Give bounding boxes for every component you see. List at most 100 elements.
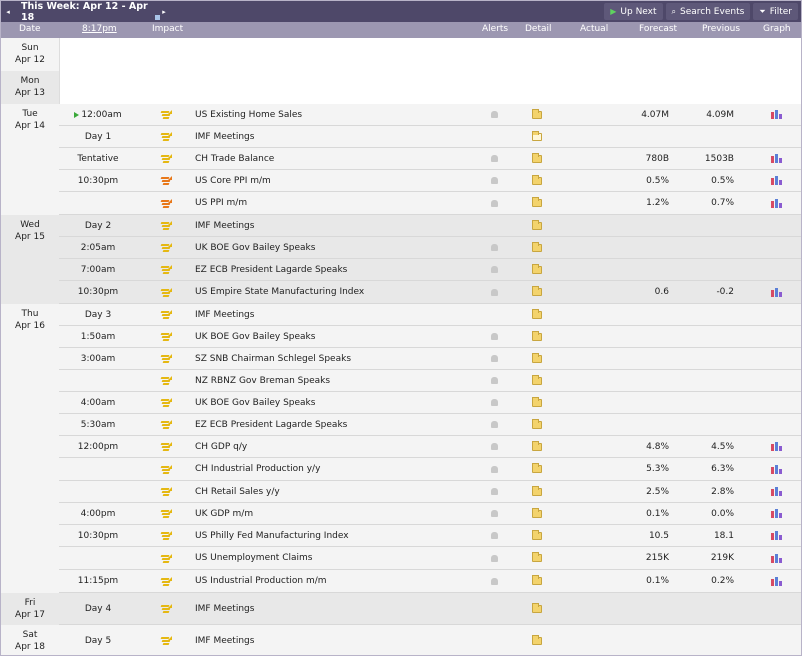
bell-icon[interactable] [490, 488, 498, 495]
folder-icon[interactable] [532, 152, 542, 163]
event-row[interactable]: US PPI m/m 1.2% 0.7% [59, 192, 801, 215]
bell-icon[interactable] [490, 510, 498, 517]
bell-icon[interactable] [490, 244, 498, 251]
bell-icon[interactable] [490, 554, 498, 562]
event-row[interactable]: 2:05am UK BOE Gov Bailey Speaks [59, 237, 801, 259]
bar-chart-icon[interactable] [770, 531, 782, 540]
bell-icon[interactable] [490, 155, 498, 162]
event-row[interactable]: 7:00am EZ ECB President Lagarde Speaks [59, 259, 801, 281]
event-name[interactable]: CH Trade Balance [195, 153, 275, 164]
event-name[interactable]: US Industrial Production m/m [195, 576, 327, 586]
event-row[interactable]: 12:00pm CH GDP q/y 4.8% 4.5% [59, 436, 801, 458]
folder-icon[interactable] [532, 330, 542, 341]
folder-icon[interactable] [532, 440, 542, 451]
event-name[interactable]: UK GDP m/m [195, 508, 254, 519]
event-name[interactable]: NZ RBNZ Gov Breman Speaks [195, 375, 331, 386]
event-row[interactable]: NZ RBNZ Gov Breman Speaks [59, 370, 801, 392]
event-row[interactable]: 12:00am US Existing Home Sales 4.07M 4.09M [59, 104, 801, 126]
folder-icon[interactable] [532, 197, 542, 207]
folder-icon[interactable] [532, 352, 542, 363]
event-name[interactable]: SZ SNB Chairman Schlegel Speaks [195, 353, 352, 364]
search-events-button[interactable]: ⌕ Search Events [665, 3, 751, 20]
folder-icon[interactable] [532, 575, 542, 585]
event-name[interactable]: US Core PPI m/m [195, 175, 271, 186]
folder-icon[interactable] [532, 634, 542, 645]
bar-chart-icon[interactable] [770, 442, 782, 451]
folder-icon[interactable] [532, 241, 542, 252]
bell-icon[interactable] [490, 421, 498, 428]
bar-chart-icon[interactable] [770, 553, 782, 563]
folder-icon[interactable] [532, 286, 542, 296]
event-name[interactable]: US Unemployment Claims [195, 553, 313, 563]
folder-icon[interactable] [532, 174, 542, 185]
event-row[interactable]: Day 3 IMF Meetings [59, 304, 801, 326]
event-name[interactable]: US Empire State Manufacturing Index [195, 287, 365, 297]
event-name[interactable]: EZ ECB President Lagarde Speaks [195, 264, 348, 275]
event-name[interactable]: CH GDP q/y [195, 441, 248, 452]
week-selector[interactable]: This Week: Apr 12 - Apr 18 [15, 1, 160, 23]
bar-chart-icon[interactable] [770, 154, 782, 163]
event-row[interactable]: 4:00am UK BOE Gov Bailey Speaks [59, 392, 801, 414]
bell-icon[interactable] [490, 377, 498, 384]
event-row[interactable]: 4:00pm UK GDP m/m 0.1% 0.0% [59, 503, 801, 525]
event-name[interactable]: IMF Meetings [195, 603, 255, 614]
folder-icon[interactable] [532, 485, 542, 496]
folder-icon[interactable] [532, 463, 542, 473]
folder-icon[interactable] [532, 108, 542, 119]
event-row[interactable]: CH Retail Sales y/y 2.5% 2.8% [59, 481, 801, 503]
event-name[interactable]: UK BOE Gov Bailey Speaks [195, 331, 316, 342]
bell-icon[interactable] [490, 333, 498, 340]
bell-icon[interactable] [490, 443, 498, 450]
event-name[interactable]: IMF Meetings [195, 220, 255, 231]
event-row[interactable]: 11:15pm US Industrial Production m/m 0.1% 0… [59, 570, 801, 593]
bell-icon[interactable] [490, 465, 498, 473]
event-name[interactable]: IMF Meetings [195, 635, 255, 646]
event-row[interactable]: 3:00am SZ SNB Chairman Schlegel Speaks [59, 348, 801, 370]
event-name[interactable]: EZ ECB President Lagarde Speaks [195, 419, 348, 430]
bell-icon[interactable] [490, 266, 498, 273]
document-icon[interactable] [532, 130, 542, 141]
event-row[interactable]: Tentative CH Trade Balance 780B 1503B [59, 148, 801, 170]
folder-icon[interactable] [532, 219, 542, 230]
bell-icon[interactable] [490, 288, 498, 296]
bell-icon[interactable] [490, 177, 498, 184]
folder-icon[interactable] [532, 529, 542, 540]
event-name[interactable]: US Existing Home Sales [195, 109, 303, 120]
bell-icon[interactable] [490, 577, 498, 585]
folder-icon[interactable] [532, 602, 542, 613]
event-name[interactable]: CH Retail Sales y/y [195, 486, 280, 497]
event-row[interactable]: 10:30pm US Core PPI m/m 0.5% 0.5% [59, 170, 801, 192]
event-row[interactable]: Day 2 IMF Meetings [59, 215, 801, 237]
event-name[interactable]: US Philly Fed Manufacturing Index [195, 530, 349, 541]
folder-icon[interactable] [532, 418, 542, 429]
folder-icon[interactable] [532, 308, 542, 319]
folder-icon[interactable] [532, 396, 542, 407]
event-name[interactable]: UK BOE Gov Bailey Speaks [195, 242, 316, 253]
event-row[interactable]: 10:30pm US Philly Fed Manufacturing Index… [59, 525, 801, 547]
bar-chart-icon[interactable] [770, 287, 782, 297]
bar-chart-icon[interactable] [770, 487, 782, 496]
event-name[interactable]: UK BOE Gov Bailey Speaks [195, 397, 316, 408]
bell-icon[interactable] [490, 111, 498, 118]
bell-icon[interactable] [490, 399, 498, 406]
folder-icon[interactable] [532, 374, 542, 385]
event-row[interactable]: US Unemployment Claims 215K 219K [59, 547, 801, 570]
next-week-button[interactable]: ▸ [162, 7, 166, 16]
folder-icon[interactable] [532, 552, 542, 562]
up-next-button[interactable]: ▶ Up Next [604, 3, 663, 20]
bar-chart-icon[interactable] [770, 509, 782, 518]
event-row[interactable]: CH Industrial Production y/y 5.3% 6.3% [59, 458, 801, 481]
event-name[interactable]: CH Industrial Production y/y [195, 464, 321, 474]
event-row[interactable]: Day 1 IMF Meetings [59, 126, 801, 148]
event-row[interactable]: 5:30am EZ ECB President Lagarde Speaks [59, 414, 801, 436]
bar-chart-icon[interactable] [770, 176, 782, 185]
bell-icon[interactable] [490, 532, 498, 539]
folder-icon[interactable] [532, 263, 542, 274]
event-row[interactable]: 10:30pm US Empire State Manufacturing Ind… [59, 281, 801, 304]
bell-icon[interactable] [490, 355, 498, 362]
bar-chart-icon[interactable] [770, 464, 782, 474]
event-name[interactable]: IMF Meetings [195, 131, 255, 142]
event-row[interactable]: 1:50am UK BOE Gov Bailey Speaks [59, 326, 801, 348]
event-row[interactable]: Day 4 IMF Meetings [59, 593, 801, 625]
bell-icon[interactable] [490, 199, 498, 207]
